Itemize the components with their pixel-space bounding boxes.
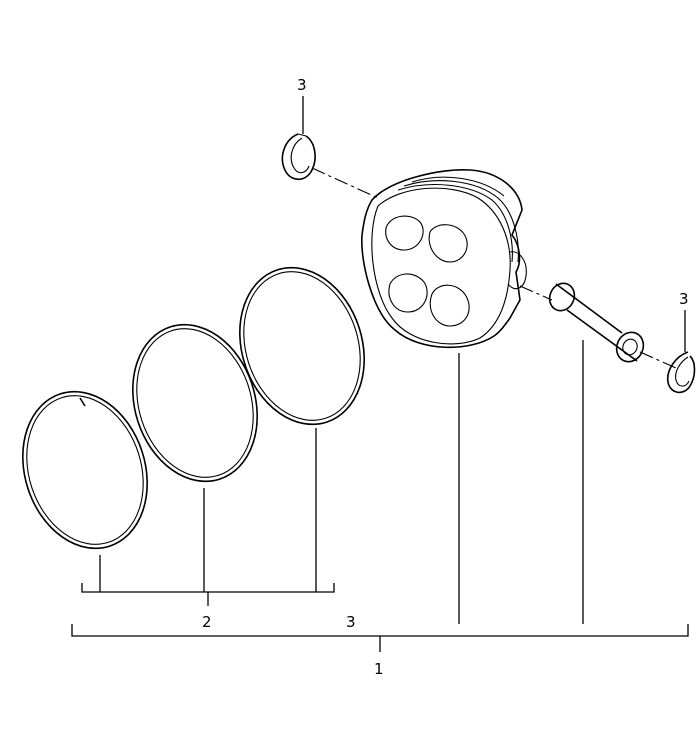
piston-ring-1 xyxy=(22,390,148,550)
callout-piston-assembly: 1 xyxy=(374,660,384,678)
callout-circlip-top: 3 xyxy=(297,76,307,94)
axis-line-middle xyxy=(519,285,553,301)
circlip-top xyxy=(281,133,316,181)
piston-ring-2 xyxy=(132,323,258,483)
bracket-assembly xyxy=(71,624,689,637)
piston-ring-3 xyxy=(239,266,365,426)
callout-circlip-right: 3 xyxy=(679,290,689,308)
circlip-right xyxy=(666,351,696,394)
piston-pin xyxy=(548,282,645,363)
axis-line-right xyxy=(639,351,677,369)
bracket-rings xyxy=(81,583,335,593)
callout-piston-rings: 2 xyxy=(202,613,212,631)
piston xyxy=(360,168,527,349)
axis-line-top xyxy=(311,167,379,199)
callout-piston-pin-group: 3 xyxy=(346,613,356,631)
